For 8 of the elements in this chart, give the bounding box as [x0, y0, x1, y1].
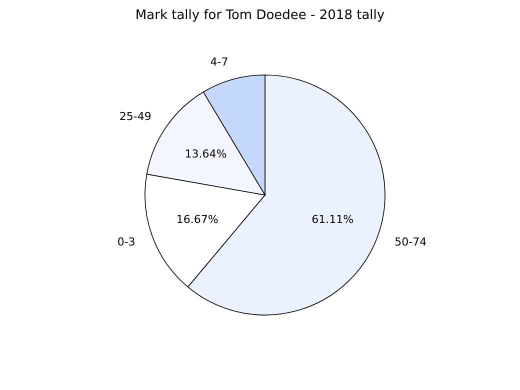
- data-label: 61.11%: [312, 213, 354, 226]
- data-label: 16.67%: [176, 213, 218, 226]
- chart-title: Mark tally for Tom Doedee - 2018 tally: [134, 8, 386, 25]
- slice-label: 25-49: [119, 110, 152, 124]
- slice-label: 50-74: [394, 236, 427, 249]
- slice-label: 0-3: [117, 236, 136, 249]
- data-label: 13.64%: [184, 148, 227, 161]
- slice-label: 4-7: [210, 55, 228, 68]
